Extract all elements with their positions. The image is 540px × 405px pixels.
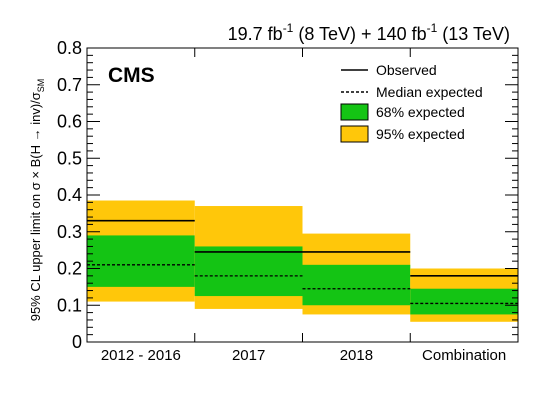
luminosity-label: 19.7 fb-1 (8 TeV) + 140 fb-1 (13 TeV): [228, 21, 510, 44]
y-tick-label-8: 0.8: [57, 38, 82, 58]
y-tick-label-4: 0.4: [57, 185, 82, 205]
bands-layer: [87, 200, 518, 322]
legend-median-label: Median expected: [376, 84, 483, 100]
legend-95-swatch: [340, 125, 369, 143]
y-axis-title: 95% CL upper limit on σ × B(H → inv)/σSM: [28, 79, 46, 322]
y-tick-label-0: 0: [72, 332, 82, 352]
x-tick-label-1: 2017: [232, 347, 265, 364]
y-tick-label-5: 0.5: [57, 148, 82, 168]
experiment-label: CMS: [108, 64, 155, 87]
legend-observed-label: Observed: [376, 62, 437, 78]
y-tick-label-2: 0.2: [57, 259, 82, 279]
y-tick-label-6: 0.6: [57, 112, 82, 132]
legend-68-label: 68% expected: [376, 104, 465, 120]
legend-95-label: 95% expected: [376, 126, 465, 142]
legend-68-swatch: [340, 103, 369, 121]
x-tick-label-3: Combination: [422, 347, 506, 364]
x-tick-label-2: 2018: [340, 347, 373, 364]
band-68-3: [410, 288, 518, 315]
y-tick-label-1: 0.1: [57, 295, 82, 315]
x-tick-label-0: 2012 - 2016: [101, 347, 181, 364]
lines-layer: [87, 219, 518, 305]
band-68-0: [87, 235, 195, 287]
legend: Observed Median expected 68% expected 95…: [340, 62, 483, 143]
y-tick-label-7: 0.7: [57, 75, 82, 95]
axes-layer: 2012 - 2016 2017 2018 Combination 0 0.1 0.2 0.3…: [57, 38, 519, 364]
band-68-1: [194, 246, 303, 297]
band-68-2: [302, 264, 411, 306]
y-tick-label-3: 0.3: [57, 222, 82, 242]
